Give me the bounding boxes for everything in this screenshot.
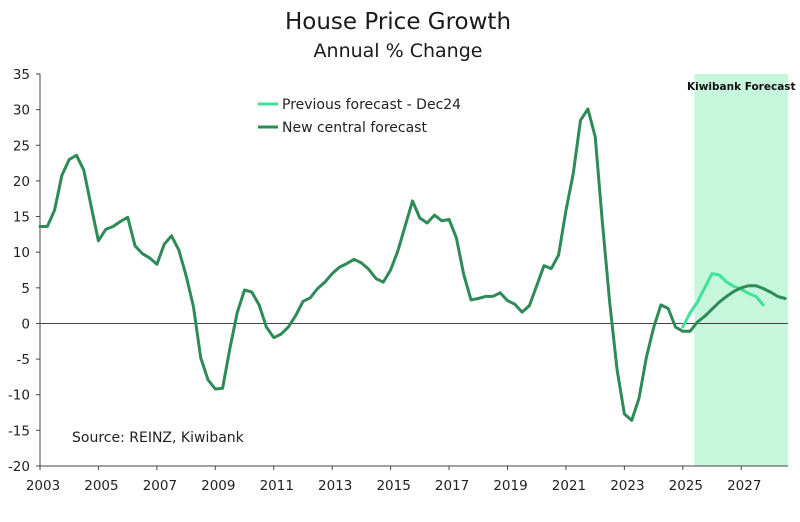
x-tick-label: 2009 <box>201 478 235 494</box>
y-tick-label: 30 <box>13 103 30 119</box>
x-tick-label: 2007 <box>143 478 177 494</box>
forecast-band-label: Kiwibank Forecast <box>687 81 796 93</box>
y-tick-label: 20 <box>13 174 30 190</box>
y-tick-label: -20 <box>8 459 30 475</box>
x-tick-label: 2017 <box>435 478 469 494</box>
x-tick-label: 2011 <box>260 478 294 494</box>
y-tick-label: 5 <box>21 281 30 297</box>
series-lines <box>38 107 787 422</box>
x-tick-label: 2005 <box>84 478 118 494</box>
series-previous-forecast-line <box>681 272 765 329</box>
forecast-band <box>694 74 788 466</box>
y-tick-label: -15 <box>8 423 30 439</box>
legend: Previous forecast - Dec24 New central fo… <box>258 97 461 136</box>
x-tick-label: 2003 <box>26 478 60 494</box>
y-tick-label: 10 <box>13 245 30 261</box>
x-tick-label: 2015 <box>376 478 410 494</box>
series-new-central-forecast-line <box>38 107 787 422</box>
source-note: Source: REINZ, Kiwibank <box>72 430 245 446</box>
x-tick-label: 2027 <box>727 478 761 494</box>
axes <box>39 74 788 467</box>
legend-label-previous-forecast: Previous forecast - Dec24 <box>282 97 461 113</box>
y-tick-label: 35 <box>13 67 30 83</box>
x-tick-label: 2021 <box>552 478 586 494</box>
x-tick-label: 2025 <box>669 478 703 494</box>
x-axis-ticks: 2003 2005 2007 2009 2011 2013 2015 2017 2019 2021… <box>26 466 761 494</box>
y-tick-label: -5 <box>17 352 30 368</box>
x-tick-label: 2023 <box>610 478 644 494</box>
y-axis-ticks: 35 30 25 20 15 10 5 0 -5 -10 -15 -20 <box>8 67 40 475</box>
x-tick-label: 2019 <box>493 478 527 494</box>
x-tick-label: 2013 <box>318 478 352 494</box>
y-tick-label: 0 <box>21 316 30 332</box>
y-tick-label: 25 <box>13 138 30 154</box>
legend-label-new-central-forecast: New central forecast <box>282 120 427 136</box>
chart-title: House Price Growth <box>285 9 511 35</box>
y-tick-label: 15 <box>13 210 30 226</box>
chart-subtitle: Annual % Change <box>314 40 483 62</box>
y-tick-label: -10 <box>8 388 30 404</box>
